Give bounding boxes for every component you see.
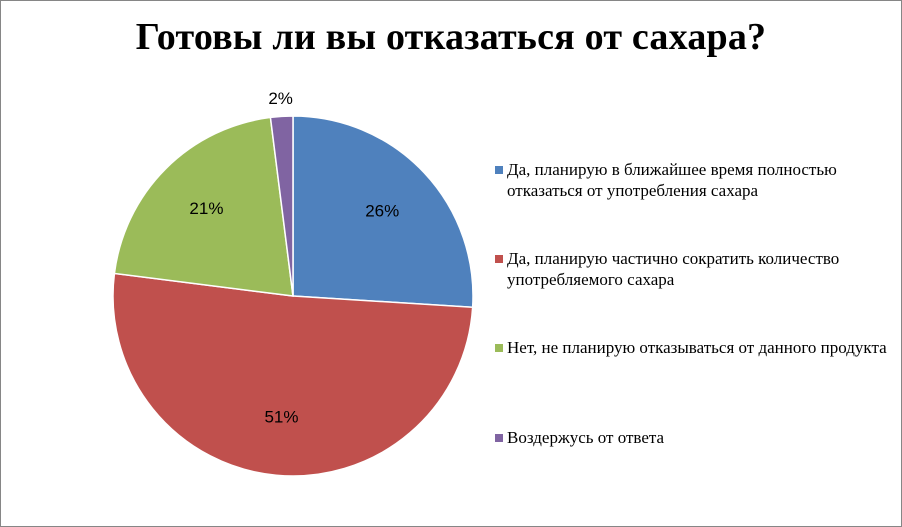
legend-swatch-4 [495, 434, 503, 442]
legend-swatch-2 [495, 255, 503, 263]
slice-label-2: 51% [264, 407, 298, 426]
pie-slice-3 [113, 116, 294, 297]
legend-item-4: Воздержусь от ответа [495, 427, 891, 448]
legend-swatch-1 [495, 166, 503, 174]
slice-label-1: 26% [365, 202, 399, 221]
legend-item-1: Да, планирую в ближайшее время полностью… [495, 159, 891, 201]
legend-item-3: Нет, не планирую отказываться от данного… [495, 337, 891, 358]
chart-title: Готовы ли вы отказаться от сахара? [135, 16, 767, 58]
legend-swatch-3 [495, 344, 503, 352]
legend-label-2: Да, планирую частично сократить количест… [507, 249, 840, 289]
slice-label-4: 2% [268, 89, 293, 108]
slice-label-3: 21% [189, 199, 223, 218]
legend-label-3: Нет, не планирую отказываться от данного… [507, 338, 887, 357]
pie-slice-1 [292, 115, 474, 309]
legend-label-4: Воздержусь от ответа [507, 428, 665, 447]
legend-label-1: Да, планирую в ближайшее время полностью… [507, 160, 837, 200]
pie-slice-4 [269, 115, 294, 297]
legend-item-2: Да, планирую частично сократить количест… [495, 248, 891, 290]
pie-slice-2 [112, 272, 474, 477]
